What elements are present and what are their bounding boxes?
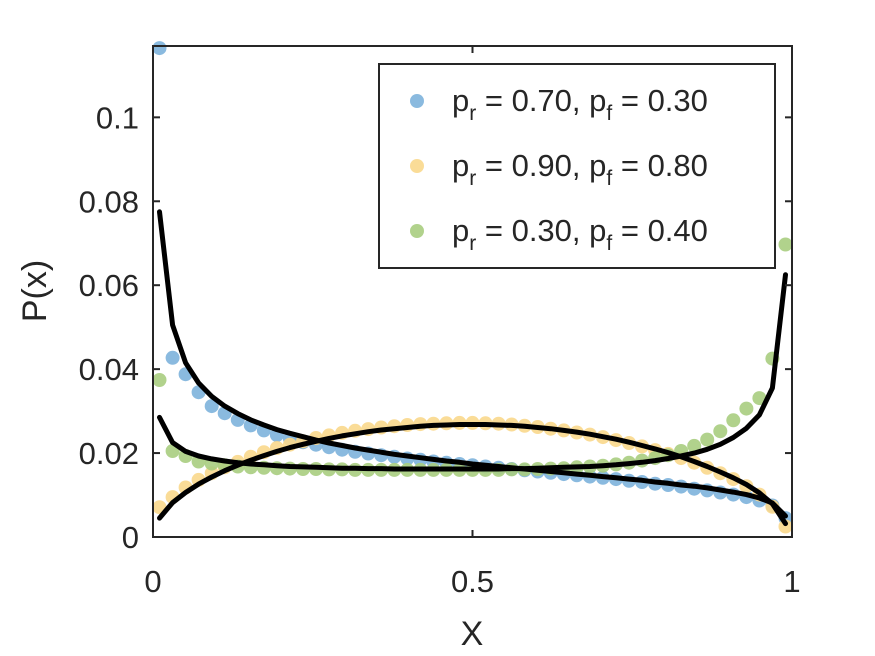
y-tick-label: 0 [122,520,139,555]
legend-subscript: r [469,102,476,125]
series-2-point [778,519,793,534]
legend-text-part: = 0.80 [612,148,708,183]
legend-marker-1 [410,94,424,108]
legend-text-part: p [452,83,469,118]
y-tick-label: 0.02 [79,436,139,471]
series-3-point [726,413,741,428]
tick-layer: 0 0.5 1 0 0.02 0.04 0.06 0.08 0.1 [79,46,801,599]
legend-text-part: = 0.30 [612,83,708,118]
series-1-point [165,350,180,365]
fit-curve-layer [157,209,788,527]
legend-subscript: r [469,167,476,190]
legend-text-part: = 0.70, p [476,83,606,118]
series-3-point [752,391,767,406]
fit-curve-1 [157,209,788,519]
legend-marker-2 [410,159,424,173]
y-tick-label: 0.06 [79,268,139,303]
series-1-point [204,399,219,414]
y-tick-label: 0.08 [79,184,139,219]
legend-label-2: pr = 0.90, pf = 0.80 [452,148,708,190]
legend-label-1: pr = 0.70, pf = 0.30 [452,83,708,125]
legend-subscript: f [606,232,612,255]
x-tick-label: 0 [144,564,161,599]
series-1-point [152,41,167,56]
x-tick-label: 0.5 [451,564,494,599]
series-3-point [713,424,728,439]
legend-text-part: = 0.40 [612,213,708,248]
legend-subscript: r [469,232,476,255]
legend-box [378,63,776,269]
series-3-point [700,432,715,447]
legend-label-3: pr = 0.30, pf = 0.40 [452,213,708,255]
legend-marker-3 [410,224,424,238]
legend-text-part: p [452,213,469,248]
x-axis-label: X [461,615,484,653]
series-3-point [739,401,754,416]
legend-subscript: f [606,102,612,125]
fit-curve-3 [157,272,788,472]
y-axis-label: P(x) [16,260,54,322]
legend-text-part: = 0.90, p [476,148,606,183]
legend-subscript: f [606,167,612,190]
legend-text-part: p [452,148,469,183]
x-tick-label: 1 [783,564,800,599]
series-3-point [778,237,793,252]
y-tick-label: 0.04 [79,352,139,387]
series-3-point [152,373,167,387]
y-tick-label: 0.1 [96,100,139,135]
legend-text-part: = 0.30, p [476,213,606,248]
series-3-point [687,438,702,453]
